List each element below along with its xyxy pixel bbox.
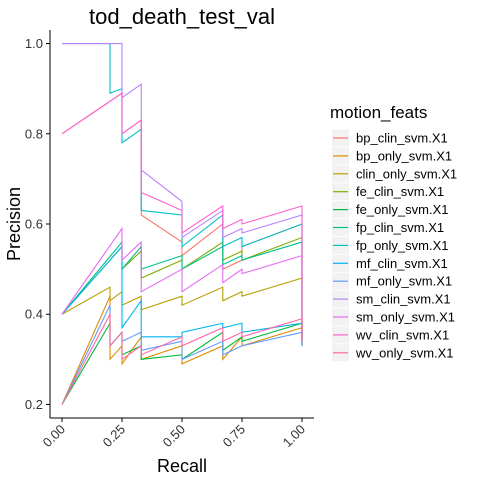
legend: motion_feats bp_clin_svm.X1 bp_only_svm.X… xyxy=(330,103,457,362)
y-axis-label: Precision xyxy=(4,187,24,261)
legend-item-label: fe_clin_svm.X1 xyxy=(356,184,444,199)
series-line-11 xyxy=(61,92,303,342)
legend-item-label: bp_only_svm.X1 xyxy=(356,148,452,163)
y-tick-label: 0.6 xyxy=(25,217,43,232)
legend-item-label: fp_only_svm.X1 xyxy=(356,238,449,253)
series-line-2 xyxy=(61,277,303,346)
legend-item-label: sm_clin_svm.X1 xyxy=(356,292,451,307)
x-axis-label: Recall xyxy=(157,456,207,476)
legend-title: motion_feats xyxy=(330,103,427,122)
chart-title: tod_death_test_val xyxy=(89,4,275,29)
legend-item-label: wv_only_svm.X1 xyxy=(355,345,454,360)
legend-item-label: fe_only_svm.X1 xyxy=(356,202,449,217)
legend-item-label: sm_only_svm.X1 xyxy=(356,310,455,325)
legend-items: bp_clin_svm.X1 bp_only_svm.X1 clin_only_sv… xyxy=(332,129,457,362)
legend-item-label: mf_only_svm.X1 xyxy=(356,274,452,289)
y-tick-label: 0.2 xyxy=(25,397,43,412)
y-axis-ticks: 0.2 0.4 0.6 0.8 1.0 xyxy=(25,36,50,412)
legend-item-label: fp_clin_svm.X1 xyxy=(356,220,444,235)
legend-item-label: mf_clin_svm.X1 xyxy=(356,256,448,271)
legend-item-label: bp_clin_svm.X1 xyxy=(356,131,448,146)
series-line-10 xyxy=(61,226,303,337)
y-tick-label: 1.0 xyxy=(25,36,43,51)
y-tick-label: 0.8 xyxy=(25,126,43,141)
legend-item-label: wv_clin_svm.X1 xyxy=(355,327,449,342)
legend-item-label: clin_only_svm.X1 xyxy=(356,166,457,181)
series-layer xyxy=(61,42,303,405)
series-line-12 xyxy=(61,313,303,405)
y-tick-label: 0.4 xyxy=(25,307,43,322)
